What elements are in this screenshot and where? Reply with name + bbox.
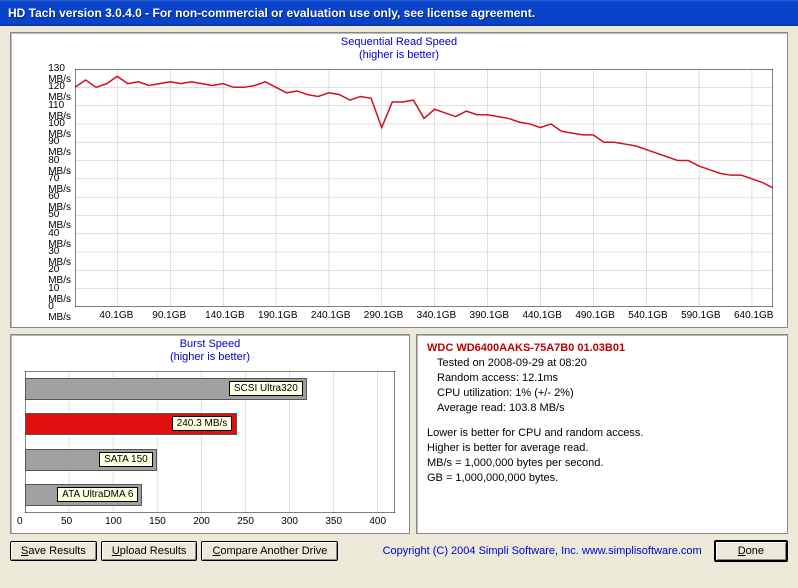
note-cpu: Lower is better for CPU and random acces… [427, 426, 777, 441]
x-axis-label: 140.1GB [205, 310, 244, 321]
burst-speed-chart: Burst Speed (higher is better) 050100150… [10, 334, 410, 534]
burst-bar-label: 240.3 MB/s [172, 416, 233, 431]
burst-chart-title-block: Burst Speed (higher is better) [11, 335, 409, 364]
burst-x-axis-label: 0 [17, 516, 23, 527]
burst-chart-title: Burst Speed [11, 338, 409, 351]
done-button[interactable]: Done [714, 540, 788, 562]
burst-x-axis-label: 300 [281, 516, 298, 527]
burst-x-axis-label: 50 [61, 516, 72, 527]
window-titlebar: HD Tach version 3.0.4.0 - For non-commer… [0, 0, 798, 26]
tested-date: Tested on 2008-09-29 at 08:20 [427, 356, 777, 371]
note-gb: GB = 1,000,000,000 bytes. [427, 471, 777, 486]
note-mbs: MB/s = 1,000,000 bytes per second. [427, 456, 777, 471]
upload-results-button[interactable]: Upload Results [101, 541, 198, 561]
window-title: HD Tach version 3.0.4.0 - For non-commer… [8, 6, 535, 20]
burst-x-axis-label: 350 [325, 516, 342, 527]
cpu-utilization: CPU utilization: 1% (+/- 2%) [427, 386, 777, 401]
x-axis-label: 640.1GB [734, 310, 773, 321]
x-axis-label: 490.1GB [575, 310, 614, 321]
seq-chart-plot-area: 0 MB/s10 MB/s20 MB/s30 MB/s40 MB/s50 MB/… [75, 69, 773, 307]
x-axis-label: 390.1GB [470, 310, 509, 321]
save-results-button[interactable]: Save Results [10, 541, 97, 561]
burst-x-axis-label: 150 [149, 516, 166, 527]
info-panel: WDC WD6400AAKS-75A7B0 01.03B01 Tested on… [416, 334, 788, 534]
device-name: WDC WD6400AAKS-75A7B0 01.03B01 [427, 341, 777, 356]
note-avg: Higher is better for average read. [427, 441, 777, 456]
x-axis-label: 440.1GB [522, 310, 561, 321]
burst-bar-label: ATA UltraDMA 6 [57, 487, 138, 502]
button-bar: Save Results Upload Results Compare Anot… [10, 540, 788, 562]
copyright-text: Copyright (C) 2004 Simpli Software, Inc.… [383, 545, 702, 557]
seq-chart-title-block: Sequential Read Speed (higher is better) [11, 33, 787, 62]
average-read: Average read: 103.8 MB/s [427, 401, 777, 416]
compare-drive-button[interactable]: Compare Another Drive [201, 541, 338, 561]
seq-chart-title: Sequential Read Speed [11, 36, 787, 49]
burst-x-axis-label: 250 [237, 516, 254, 527]
x-axis-label: 290.1GB [364, 310, 403, 321]
content-area: Sequential Read Speed (higher is better)… [0, 26, 798, 566]
y-axis-label: 130 MB/s [48, 63, 71, 85]
burst-x-axis-label: 100 [105, 516, 122, 527]
sequential-read-chart: Sequential Read Speed (higher is better)… [10, 32, 788, 328]
burst-x-axis-label: 400 [369, 516, 386, 527]
random-access: Random access: 12.1ms [427, 371, 777, 386]
x-axis-label: 590.1GB [681, 310, 720, 321]
seq-chart-subtitle: (higher is better) [11, 49, 787, 62]
x-axis-label: 190.1GB [258, 310, 297, 321]
burst-chart-plot-area: 050100150200250300350400SCSI Ultra320240… [25, 371, 395, 513]
x-axis-label: 90.1GB [152, 310, 186, 321]
x-axis-label: 40.1GB [99, 310, 133, 321]
burst-bar-label: SATA 150 [99, 452, 153, 467]
burst-x-axis-label: 200 [193, 516, 210, 527]
x-axis-label: 340.1GB [417, 310, 456, 321]
x-axis-label: 540.1GB [628, 310, 667, 321]
burst-chart-subtitle: (higher is better) [11, 351, 409, 364]
x-axis-label: 240.1GB [311, 310, 350, 321]
burst-bar-label: SCSI Ultra320 [229, 381, 303, 396]
